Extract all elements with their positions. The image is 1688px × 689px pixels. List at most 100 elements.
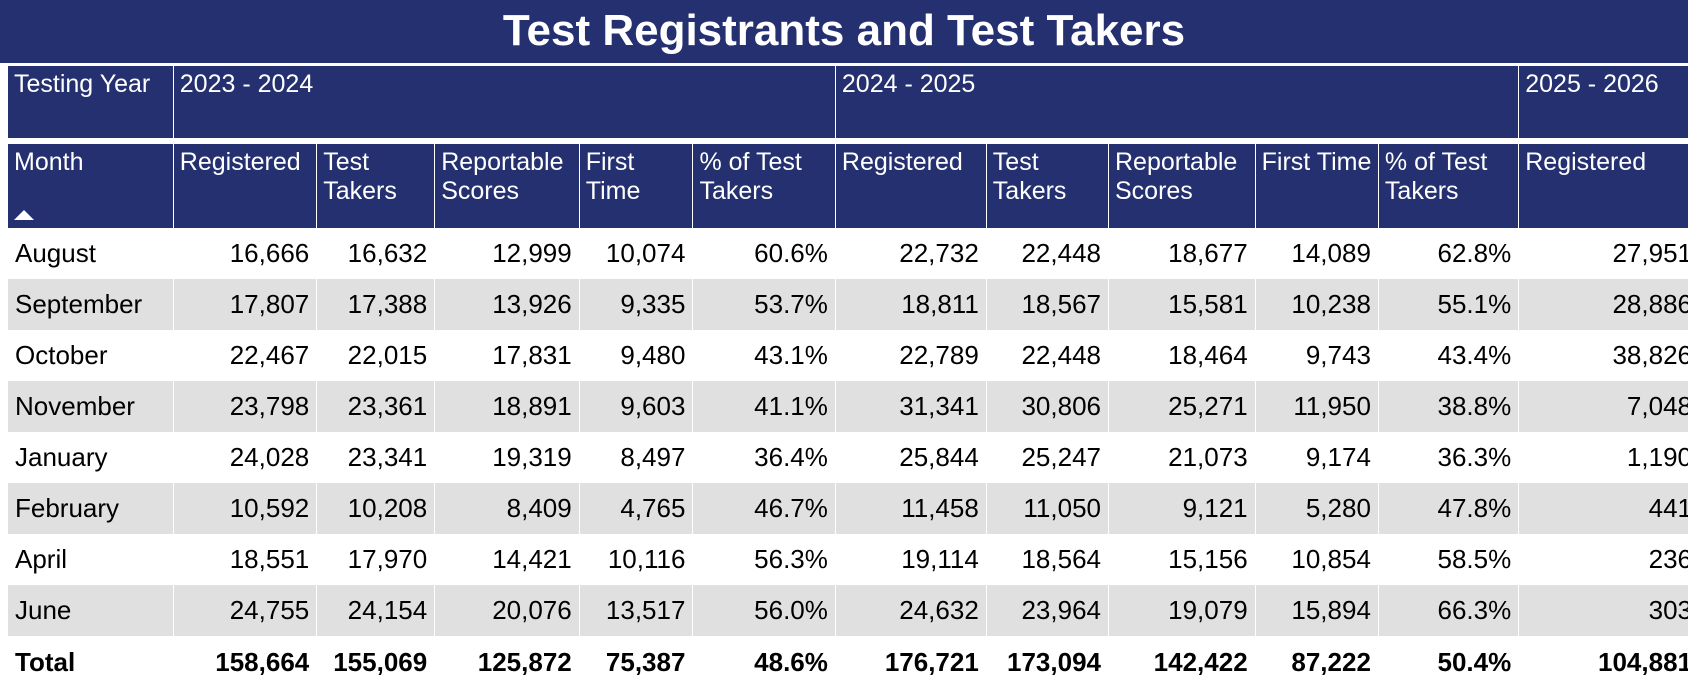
month-column-header[interactable]: Month (8, 144, 174, 228)
value-cell: 18,677 (1109, 228, 1256, 279)
month-cell: November (8, 381, 174, 432)
month-cell: September (8, 279, 174, 330)
value-cell: 9,603 (579, 381, 694, 432)
value-cell: 22,015 (317, 330, 436, 381)
title-bar: Test Registrants and Test Takers (0, 0, 1688, 63)
value-cell: 23,798 (173, 381, 318, 432)
column-header-reportable-scores[interactable]: Reportable Scores (1109, 144, 1256, 228)
table-row: November 23,798 23,361 18,891 9,603 41.1% 31,3… (8, 381, 1688, 432)
value-cell: 22,448 (987, 330, 1109, 381)
value-cell: 38.8% (1378, 381, 1520, 432)
value-cell: 19,079 (1109, 585, 1256, 636)
year-header[interactable]: 2025 - 2026 (1519, 66, 1688, 138)
total-value-cell: 50.4% (1379, 636, 1520, 688)
year-header[interactable]: 2024 - 2025 (835, 66, 1520, 138)
value-cell: 36.4% (693, 432, 836, 483)
sort-ascending-icon[interactable] (14, 210, 34, 220)
column-header-registered[interactable]: Registered (173, 144, 318, 228)
value-cell: 9,121 (1109, 483, 1256, 534)
value-cell: 14,421 (435, 534, 580, 585)
value-cell: 11,458 (835, 483, 987, 534)
testing-year-header: Testing Year (8, 66, 174, 138)
value-cell: 17,388 (317, 279, 436, 330)
column-header-first-time[interactable]: First Time (579, 144, 694, 228)
total-value-cell: 155,069 (317, 636, 436, 688)
value-cell: 15,894 (1255, 585, 1379, 636)
value-cell: 43.1% (693, 330, 836, 381)
value-cell: 43.4% (1379, 330, 1520, 381)
value-cell: 10,238 (1255, 279, 1379, 330)
total-value-cell: 125,872 (435, 636, 580, 688)
month-cell: October (8, 330, 174, 381)
column-header-test-takers[interactable]: Test Takers (317, 144, 436, 228)
value-cell: 25,844 (836, 432, 987, 483)
value-cell: 38,826 (1519, 330, 1688, 381)
column-header-registered[interactable]: Registered (1519, 144, 1688, 228)
total-value-cell: 142,422 (1109, 636, 1256, 688)
value-cell: 9,743 (1256, 330, 1379, 381)
column-header-reportable-scores[interactable]: Reportable Scores (435, 144, 580, 228)
column-header-row: Month Registered Test Takers Reportable … (8, 144, 1688, 228)
value-cell: 27,951 (1519, 228, 1688, 279)
column-header-pct-test-takers[interactable]: % of Test Takers (693, 144, 836, 228)
year-header[interactable]: 2023 - 2024 (173, 66, 836, 138)
value-cell: 53.7% (693, 279, 836, 330)
total-value-cell: 48.6% (693, 636, 836, 688)
table-row: April 18,551 17,970 14,421 10,116 56.3% 19,114… (8, 534, 1688, 585)
value-cell: 56.3% (693, 534, 836, 585)
value-cell: 24,028 (174, 432, 318, 483)
column-header-registered[interactable]: Registered (835, 144, 987, 228)
value-cell: 7,048 (1519, 381, 1688, 432)
month-cell: February (8, 483, 174, 534)
value-cell: 41.1% (693, 381, 836, 432)
page-title: Test Registrants and Test Takers (502, 6, 1186, 55)
value-cell: 11,050 (986, 483, 1109, 534)
value-cell: 303 (1519, 585, 1688, 636)
value-cell: 18,811 (835, 279, 987, 330)
value-cell: 16,666 (174, 228, 318, 279)
value-cell: 23,361 (317, 381, 436, 432)
value-cell: 16,632 (317, 228, 436, 279)
value-cell: 17,970 (317, 534, 436, 585)
column-header-pct-test-takers[interactable]: % of Test Takers (1378, 144, 1520, 228)
value-cell: 10,074 (580, 228, 694, 279)
value-cell: 10,208 (317, 483, 436, 534)
month-cell: August (8, 228, 174, 279)
value-cell: 55.1% (1378, 279, 1520, 330)
value-cell: 19,319 (435, 432, 580, 483)
table-row: January 24,028 23,341 19,319 8,497 36.4% 25,84… (8, 432, 1688, 483)
value-cell: 24,154 (317, 585, 436, 636)
value-cell: 46.7% (693, 483, 836, 534)
value-cell: 12,999 (435, 228, 580, 279)
value-cell: 56.0% (693, 585, 836, 636)
total-row: Total 158,664 155,069 125,872 75,387 48.6% 176… (8, 636, 1688, 688)
value-cell: 9,480 (580, 330, 694, 381)
value-cell: 10,116 (580, 534, 694, 585)
value-cell: 22,789 (836, 330, 987, 381)
value-cell: 22,448 (987, 228, 1109, 279)
value-cell: 441 (1519, 483, 1688, 534)
value-cell: 36.3% (1379, 432, 1520, 483)
month-header-label: Month (14, 148, 84, 176)
value-cell: 11,950 (1255, 381, 1379, 432)
value-cell: 8,409 (435, 483, 580, 534)
value-cell: 9,174 (1256, 432, 1379, 483)
value-cell: 20,076 (435, 585, 580, 636)
total-value-cell: 75,387 (580, 636, 694, 688)
value-cell: 31,341 (835, 381, 987, 432)
column-header-first-time[interactable]: First Time (1255, 144, 1379, 228)
value-cell: 8,497 (580, 432, 694, 483)
value-cell: 15,156 (1109, 534, 1256, 585)
table-body: August 16,666 16,632 12,999 10,074 60.6% 22,73… (8, 228, 1688, 688)
value-cell: 14,089 (1256, 228, 1379, 279)
value-cell: 9,335 (579, 279, 694, 330)
value-cell: 21,073 (1109, 432, 1256, 483)
total-value-cell: 104,881 (1519, 636, 1688, 688)
table-row: June 24,755 24,154 20,076 13,517 56.0% 24,632 2… (8, 585, 1688, 636)
value-cell: 236 (1519, 534, 1688, 585)
value-cell: 47.8% (1378, 483, 1520, 534)
value-cell: 22,732 (836, 228, 987, 279)
value-cell: 13,517 (579, 585, 694, 636)
column-header-test-takers[interactable]: Test Takers (986, 144, 1109, 228)
value-cell: 23,964 (986, 585, 1109, 636)
